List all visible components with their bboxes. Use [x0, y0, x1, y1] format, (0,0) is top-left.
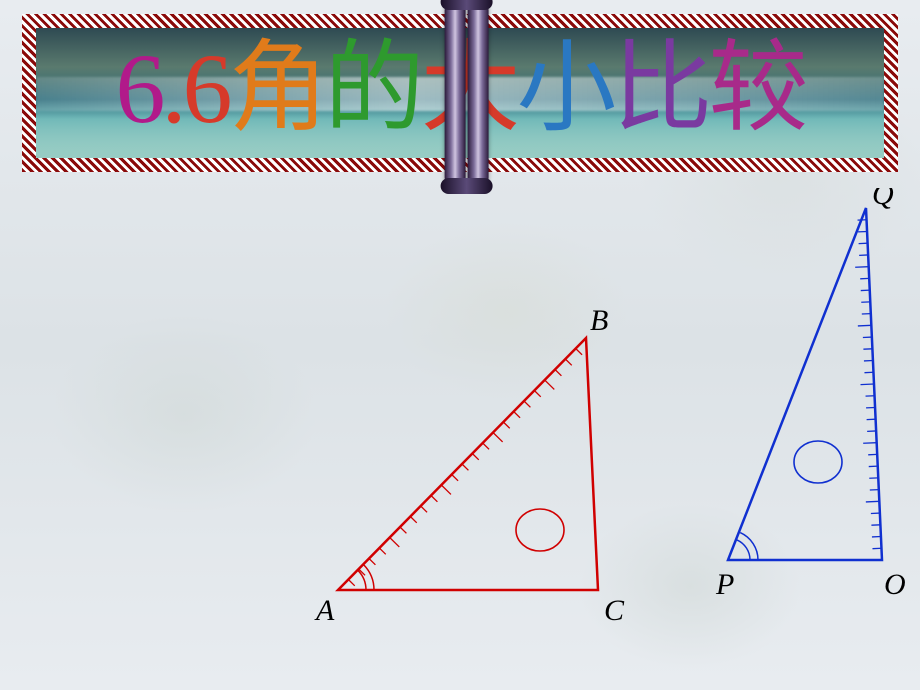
scroll-rod	[445, 0, 489, 188]
diagram-area: A B C P Q O	[0, 188, 920, 690]
vertex-label-A: A	[314, 594, 335, 627]
triangles-svg: A B C P Q O	[0, 188, 920, 690]
title-banner: 6.6角的大小比较	[22, 14, 898, 172]
vertex-label-C: C	[604, 594, 625, 627]
vertex-label-O: O	[884, 568, 906, 601]
vertex-label-P: P	[715, 568, 734, 601]
vertex-label-Q: Q	[872, 188, 894, 211]
vertex-label-B: B	[590, 304, 608, 337]
